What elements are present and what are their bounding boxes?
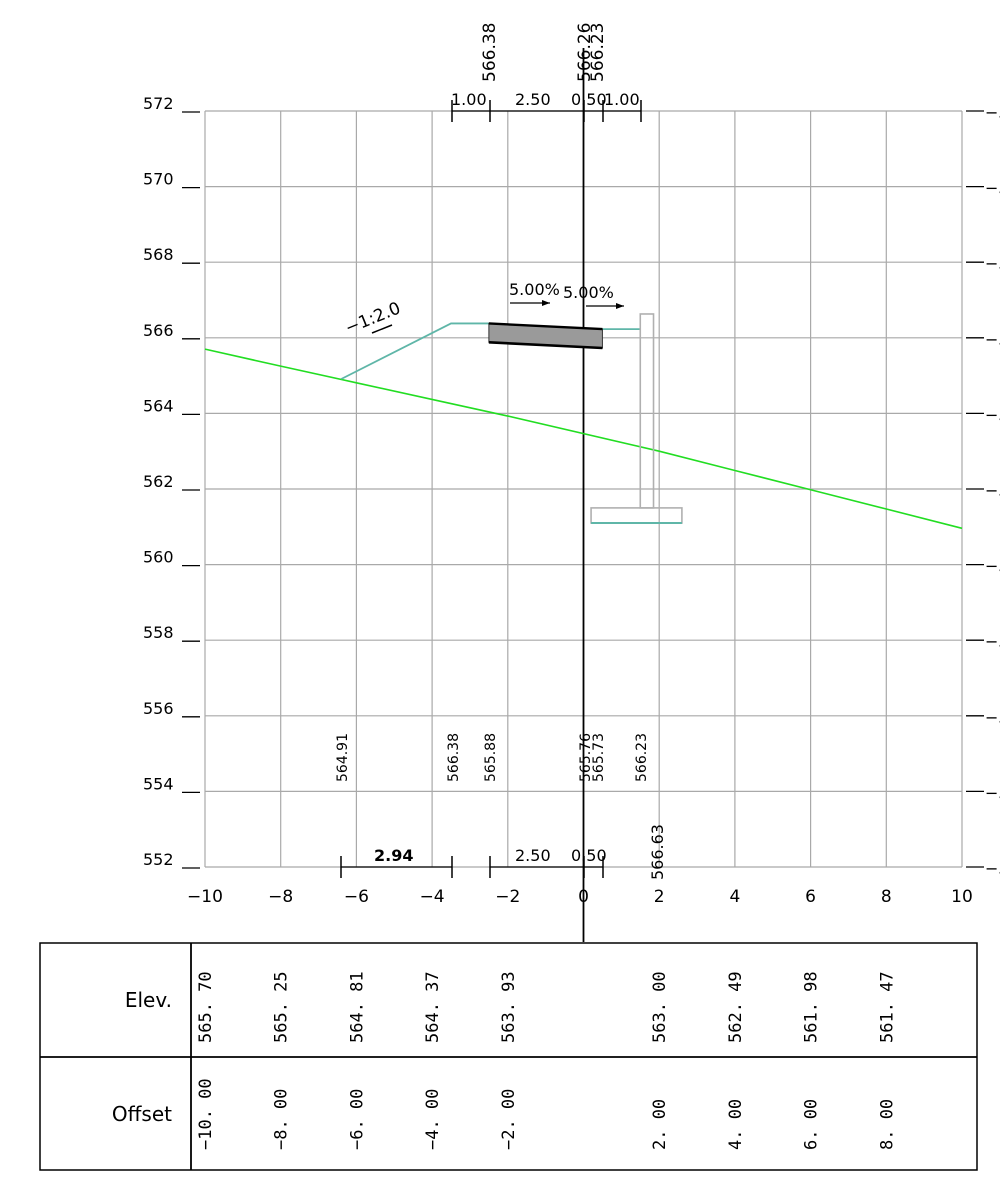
cross-slope-label: 5.00%	[563, 283, 614, 302]
data-table: Elev. Offset 565. 70 565. 25 564. 81 564. 37 5…	[39, 942, 978, 1171]
point-elevation-label: 565.88	[483, 733, 499, 782]
table-cell-elev: 561. 47	[877, 971, 897, 1043]
bottom-dimension-label: 0.50	[571, 846, 607, 865]
y-tick-label-right: −5	[985, 783, 1000, 802]
row-label-offset: Offset	[112, 1102, 172, 1126]
top-elevation: 566.26	[575, 23, 595, 82]
x-tick-label: −2	[495, 887, 520, 907]
slope-arrow	[371, 324, 393, 334]
y-tick-label: 562	[143, 472, 174, 491]
table-cell-elev: 563. 00	[650, 971, 670, 1043]
y-axis-right: −5 −5 −5 −5 −5 −5 −5 −5 −5 −5 −5	[966, 103, 1000, 878]
wall-footing	[590, 507, 683, 524]
x-tick-label: −4	[420, 887, 445, 907]
y-tick-label: 560	[143, 548, 174, 567]
y-tick-label: 566	[143, 321, 174, 340]
y-tick-label: 564	[143, 396, 174, 415]
bottom-dimension-label: 2.50	[515, 846, 551, 865]
x-tick-label: −8	[268, 887, 293, 907]
table-cell-offset: −8. 00	[272, 1089, 292, 1150]
y-tick-label: 572	[143, 94, 174, 113]
table-cell-elev: 564. 37	[423, 971, 443, 1043]
top-dimension-label: 1.00	[451, 90, 487, 109]
y-tick-label-right: −5	[985, 254, 1000, 273]
table-cell-offset: −4. 00	[423, 1089, 443, 1150]
table-cell-elev: 561. 98	[802, 971, 822, 1043]
y-tick-label-right: −5	[985, 632, 1000, 651]
table-cell-offset: 8. 00	[877, 1099, 897, 1150]
table-cell-elev: 565. 25	[272, 971, 292, 1043]
pavement-bottom	[488, 341, 603, 350]
point-elevation-label: 564.91	[335, 733, 351, 782]
wall-top-elevation-label: 566.63	[648, 824, 667, 880]
table-cell-offset: −10. 00	[196, 1078, 216, 1150]
table-cell-offset: −2. 00	[499, 1089, 519, 1150]
x-tick-label: 8	[881, 887, 892, 907]
table-cell-elev: 563. 93	[499, 971, 519, 1043]
cross-slope-label: 5.00%	[509, 280, 560, 299]
y-tick-label: 570	[143, 170, 174, 189]
y-tick-label: 558	[143, 623, 174, 642]
table-cell-offset: 2. 00	[650, 1099, 670, 1150]
y-tick-label-right: −5	[985, 405, 1000, 424]
y-tick-label: 554	[143, 774, 174, 793]
top-dimension-label: 2.50	[515, 90, 551, 109]
table-cell-offset: 6. 00	[802, 1099, 822, 1150]
y-tick-label-right: −5	[985, 103, 1000, 122]
table-cell-offset: −6. 00	[347, 1089, 367, 1150]
y-tick-label-right: −5	[985, 859, 1000, 878]
section-geometry	[204, 48, 963, 942]
point-elevation-label: 566.38	[446, 733, 462, 782]
y-tick-label: 556	[143, 699, 174, 718]
top-dimension-label: 0.50	[571, 90, 607, 109]
design-slope-line	[340, 322, 489, 380]
y-axis-left: 572 570 568 566 564 562 560 558 556 554 552	[143, 94, 200, 869]
y-tick-label-right: −5	[985, 330, 1000, 349]
y-tick-label-right: −5	[985, 708, 1000, 727]
top-elevation: 566.38	[480, 23, 500, 82]
x-tick-label: −6	[344, 887, 369, 907]
x-tick-label: −10	[187, 887, 223, 907]
cross-slope-arrowhead	[542, 300, 550, 306]
point-elevation-label: 565.73	[591, 733, 607, 782]
row-label-elev: Elev.	[125, 988, 172, 1012]
table-cell-offset: 4. 00	[726, 1099, 746, 1150]
x-axis: −10−8−6−4−20246810	[187, 887, 973, 907]
table-cell-elev: 564. 81	[347, 971, 367, 1043]
cross-slope-arrowhead	[616, 303, 624, 309]
point-elevation-label: 566.23	[634, 733, 650, 782]
existing-ground-line	[204, 348, 963, 530]
top-elevation: 566.23	[588, 23, 608, 82]
point-elevation-label: 565.76	[578, 733, 594, 782]
top-dimension-label: 1.00	[604, 90, 640, 109]
wall-stem	[639, 313, 655, 509]
bottom-dimension-label: 2.94	[374, 846, 413, 865]
y-tick-label-right: −5	[985, 557, 1000, 576]
x-tick-label: 2	[654, 887, 665, 907]
x-tick-label: 10	[951, 887, 973, 907]
pavement-top	[488, 322, 603, 331]
y-tick-label-right: −5	[985, 179, 1000, 198]
table-cell-elev: 565. 70	[196, 971, 216, 1043]
y-tick-label: 568	[143, 245, 174, 264]
x-tick-label: 6	[805, 887, 816, 907]
x-tick-label: 4	[729, 887, 740, 907]
y-tick-label-right: −5	[985, 481, 1000, 500]
y-tick-label: 552	[143, 850, 174, 869]
table-cell-elev: 562. 49	[726, 971, 746, 1043]
